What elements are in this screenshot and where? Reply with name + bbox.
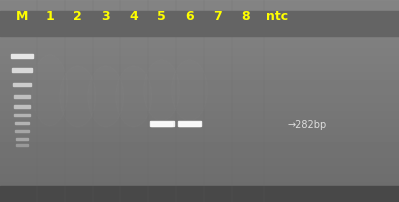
FancyBboxPatch shape	[11, 55, 33, 58]
Text: 2: 2	[73, 10, 82, 23]
Ellipse shape	[88, 67, 124, 127]
Ellipse shape	[60, 67, 96, 127]
FancyBboxPatch shape	[14, 114, 30, 116]
FancyBboxPatch shape	[0, 12, 399, 36]
Text: ntc: ntc	[266, 10, 288, 23]
FancyBboxPatch shape	[14, 106, 30, 108]
FancyBboxPatch shape	[0, 186, 399, 202]
FancyBboxPatch shape	[14, 96, 30, 98]
FancyBboxPatch shape	[16, 145, 28, 146]
Ellipse shape	[116, 67, 152, 127]
Ellipse shape	[32, 56, 68, 126]
FancyBboxPatch shape	[15, 130, 29, 132]
Text: 5: 5	[157, 10, 166, 23]
FancyBboxPatch shape	[150, 122, 174, 127]
Text: 7: 7	[213, 10, 222, 23]
Text: →282bp: →282bp	[287, 119, 326, 129]
FancyBboxPatch shape	[15, 122, 29, 124]
Text: 6: 6	[185, 10, 194, 23]
FancyBboxPatch shape	[16, 138, 28, 140]
Ellipse shape	[144, 61, 180, 121]
Text: 4: 4	[129, 10, 138, 23]
FancyBboxPatch shape	[151, 122, 172, 126]
FancyBboxPatch shape	[13, 83, 31, 86]
Text: M: M	[16, 10, 28, 23]
Text: 3: 3	[101, 10, 110, 23]
FancyBboxPatch shape	[179, 122, 200, 126]
FancyBboxPatch shape	[178, 122, 201, 127]
Text: 8: 8	[241, 10, 250, 23]
FancyBboxPatch shape	[12, 69, 32, 72]
Text: 1: 1	[45, 10, 54, 23]
Ellipse shape	[172, 61, 207, 121]
